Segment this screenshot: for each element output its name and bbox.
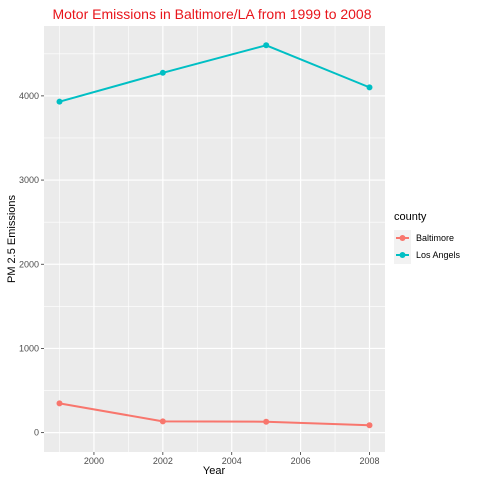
legend-items: Baltimore Los Angels bbox=[394, 230, 461, 264]
data-point bbox=[263, 419, 269, 425]
x-axis-label: Year bbox=[203, 465, 226, 477]
y-tick-label: 0 bbox=[34, 428, 39, 438]
legend-title: county bbox=[394, 211, 427, 223]
data-point bbox=[367, 422, 373, 428]
x-tick-label: 2000 bbox=[84, 456, 104, 466]
y-tick-label: 2000 bbox=[19, 259, 39, 269]
y-tick-label: 4000 bbox=[19, 91, 39, 101]
data-point bbox=[367, 84, 373, 90]
x-axis: 2000 2002 2004 2006 2008 bbox=[84, 452, 380, 466]
data-point bbox=[160, 70, 166, 76]
legend-key-point bbox=[400, 235, 406, 241]
data-point bbox=[57, 400, 63, 406]
legend-label: Baltimore bbox=[416, 233, 454, 243]
data-point bbox=[57, 99, 63, 105]
y-axis: 0 1000 2000 3000 4000 bbox=[19, 91, 44, 438]
x-tick-label: 2006 bbox=[291, 456, 311, 466]
legend: county Baltimore Los Angels bbox=[394, 211, 461, 264]
y-axis-label: PM 2.5 Emissions bbox=[6, 194, 18, 283]
legend-key-point bbox=[400, 252, 406, 258]
plot-panel bbox=[44, 26, 385, 452]
x-tick-label: 2002 bbox=[153, 456, 173, 466]
data-point bbox=[160, 418, 166, 424]
y-tick-label: 3000 bbox=[19, 175, 39, 185]
y-tick-label: 1000 bbox=[19, 343, 39, 353]
x-tick-label: 2008 bbox=[359, 456, 379, 466]
chart-title: Motor Emissions in Baltimore/LA from 199… bbox=[52, 6, 371, 22]
data-point bbox=[263, 42, 269, 48]
legend-label: Los Angels bbox=[416, 250, 461, 260]
